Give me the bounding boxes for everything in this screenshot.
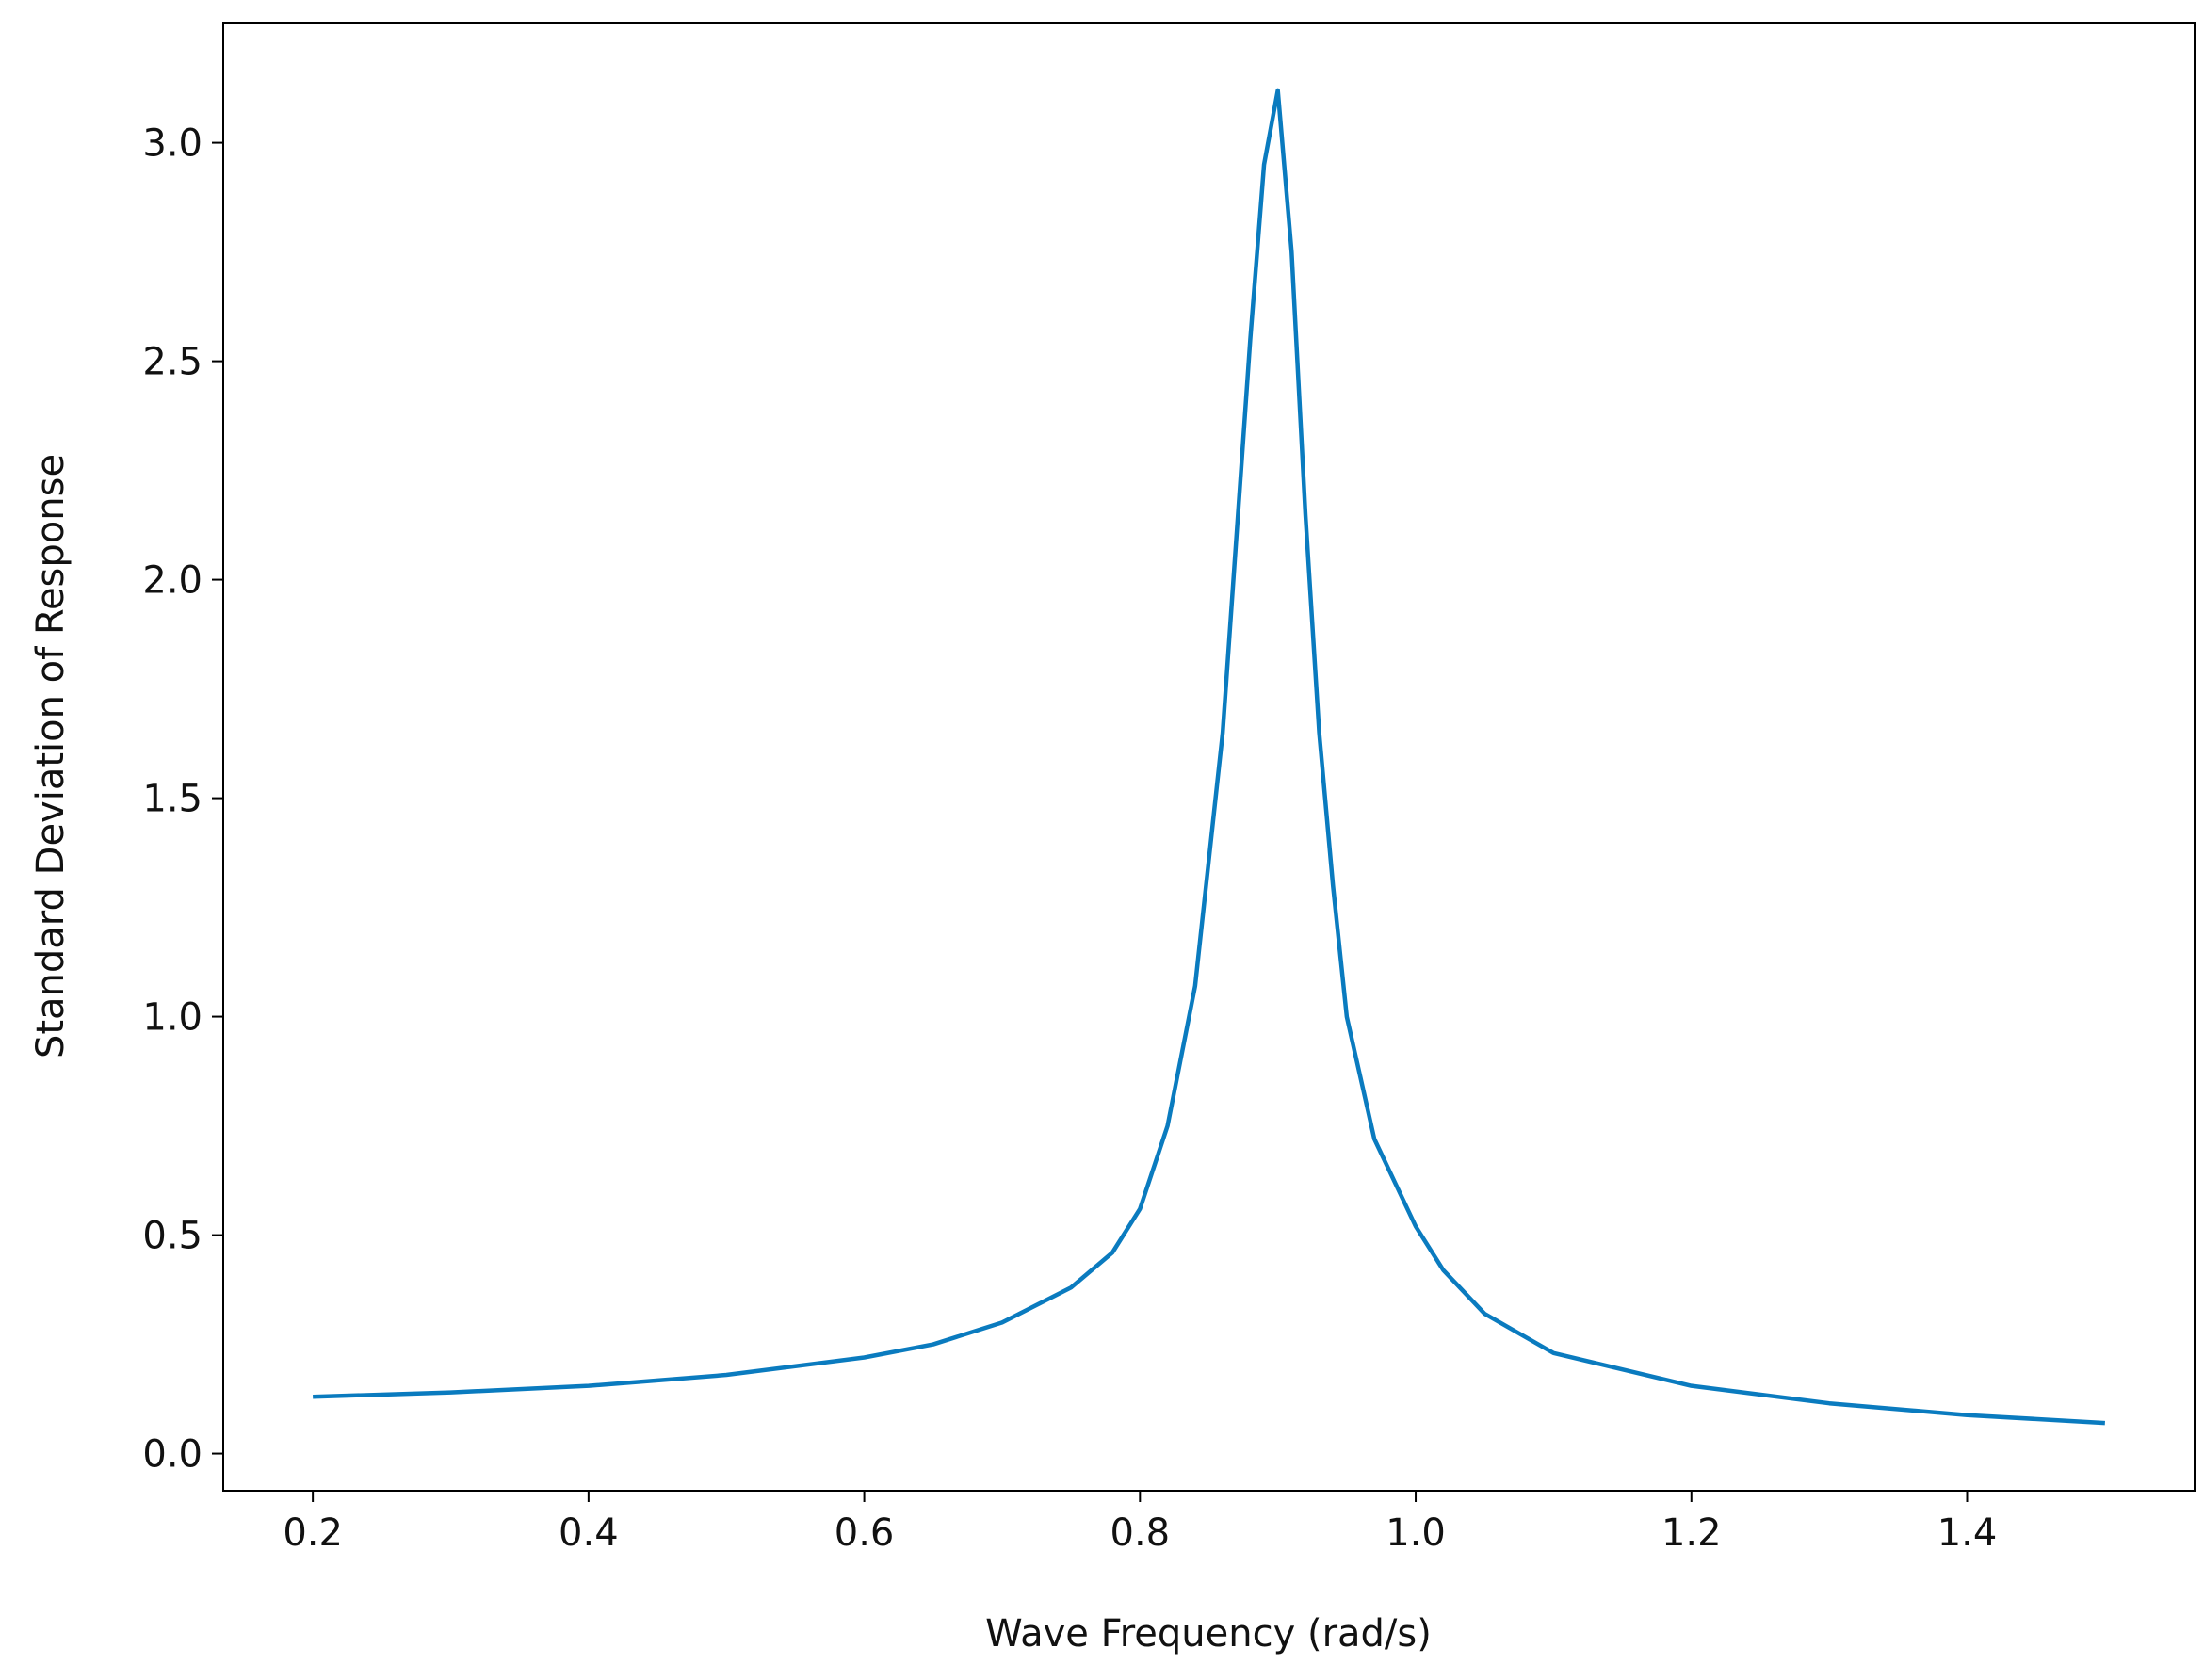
plot-frame bbox=[222, 22, 2196, 1492]
y-tick-label: 2.5 bbox=[142, 341, 203, 384]
x-tick-label: 0.2 bbox=[283, 1511, 343, 1555]
x-tick-label: 0.6 bbox=[835, 1511, 895, 1555]
x-tick-label: 1.4 bbox=[1937, 1511, 1998, 1555]
y-tick-label: 3.0 bbox=[142, 122, 203, 166]
y-tick-label: 1.5 bbox=[142, 778, 203, 821]
x-tick-label: 0.4 bbox=[559, 1511, 619, 1555]
x-axis-label: Wave Frequency (rad/s) bbox=[985, 1612, 1432, 1656]
y-tick-label: 0.5 bbox=[142, 1215, 203, 1258]
y-tick-label: 2.0 bbox=[142, 559, 203, 603]
y-axis-label: Standard Deviation of Response bbox=[29, 454, 73, 1058]
y-tick-label: 1.0 bbox=[142, 996, 203, 1040]
x-tick-label: 1.0 bbox=[1386, 1511, 1446, 1555]
line-series bbox=[313, 88, 2105, 1426]
x-tick-label: 1.2 bbox=[1661, 1511, 1722, 1555]
y-tick-label: 0.0 bbox=[142, 1433, 203, 1477]
x-tick-label: 0.8 bbox=[1110, 1511, 1171, 1555]
